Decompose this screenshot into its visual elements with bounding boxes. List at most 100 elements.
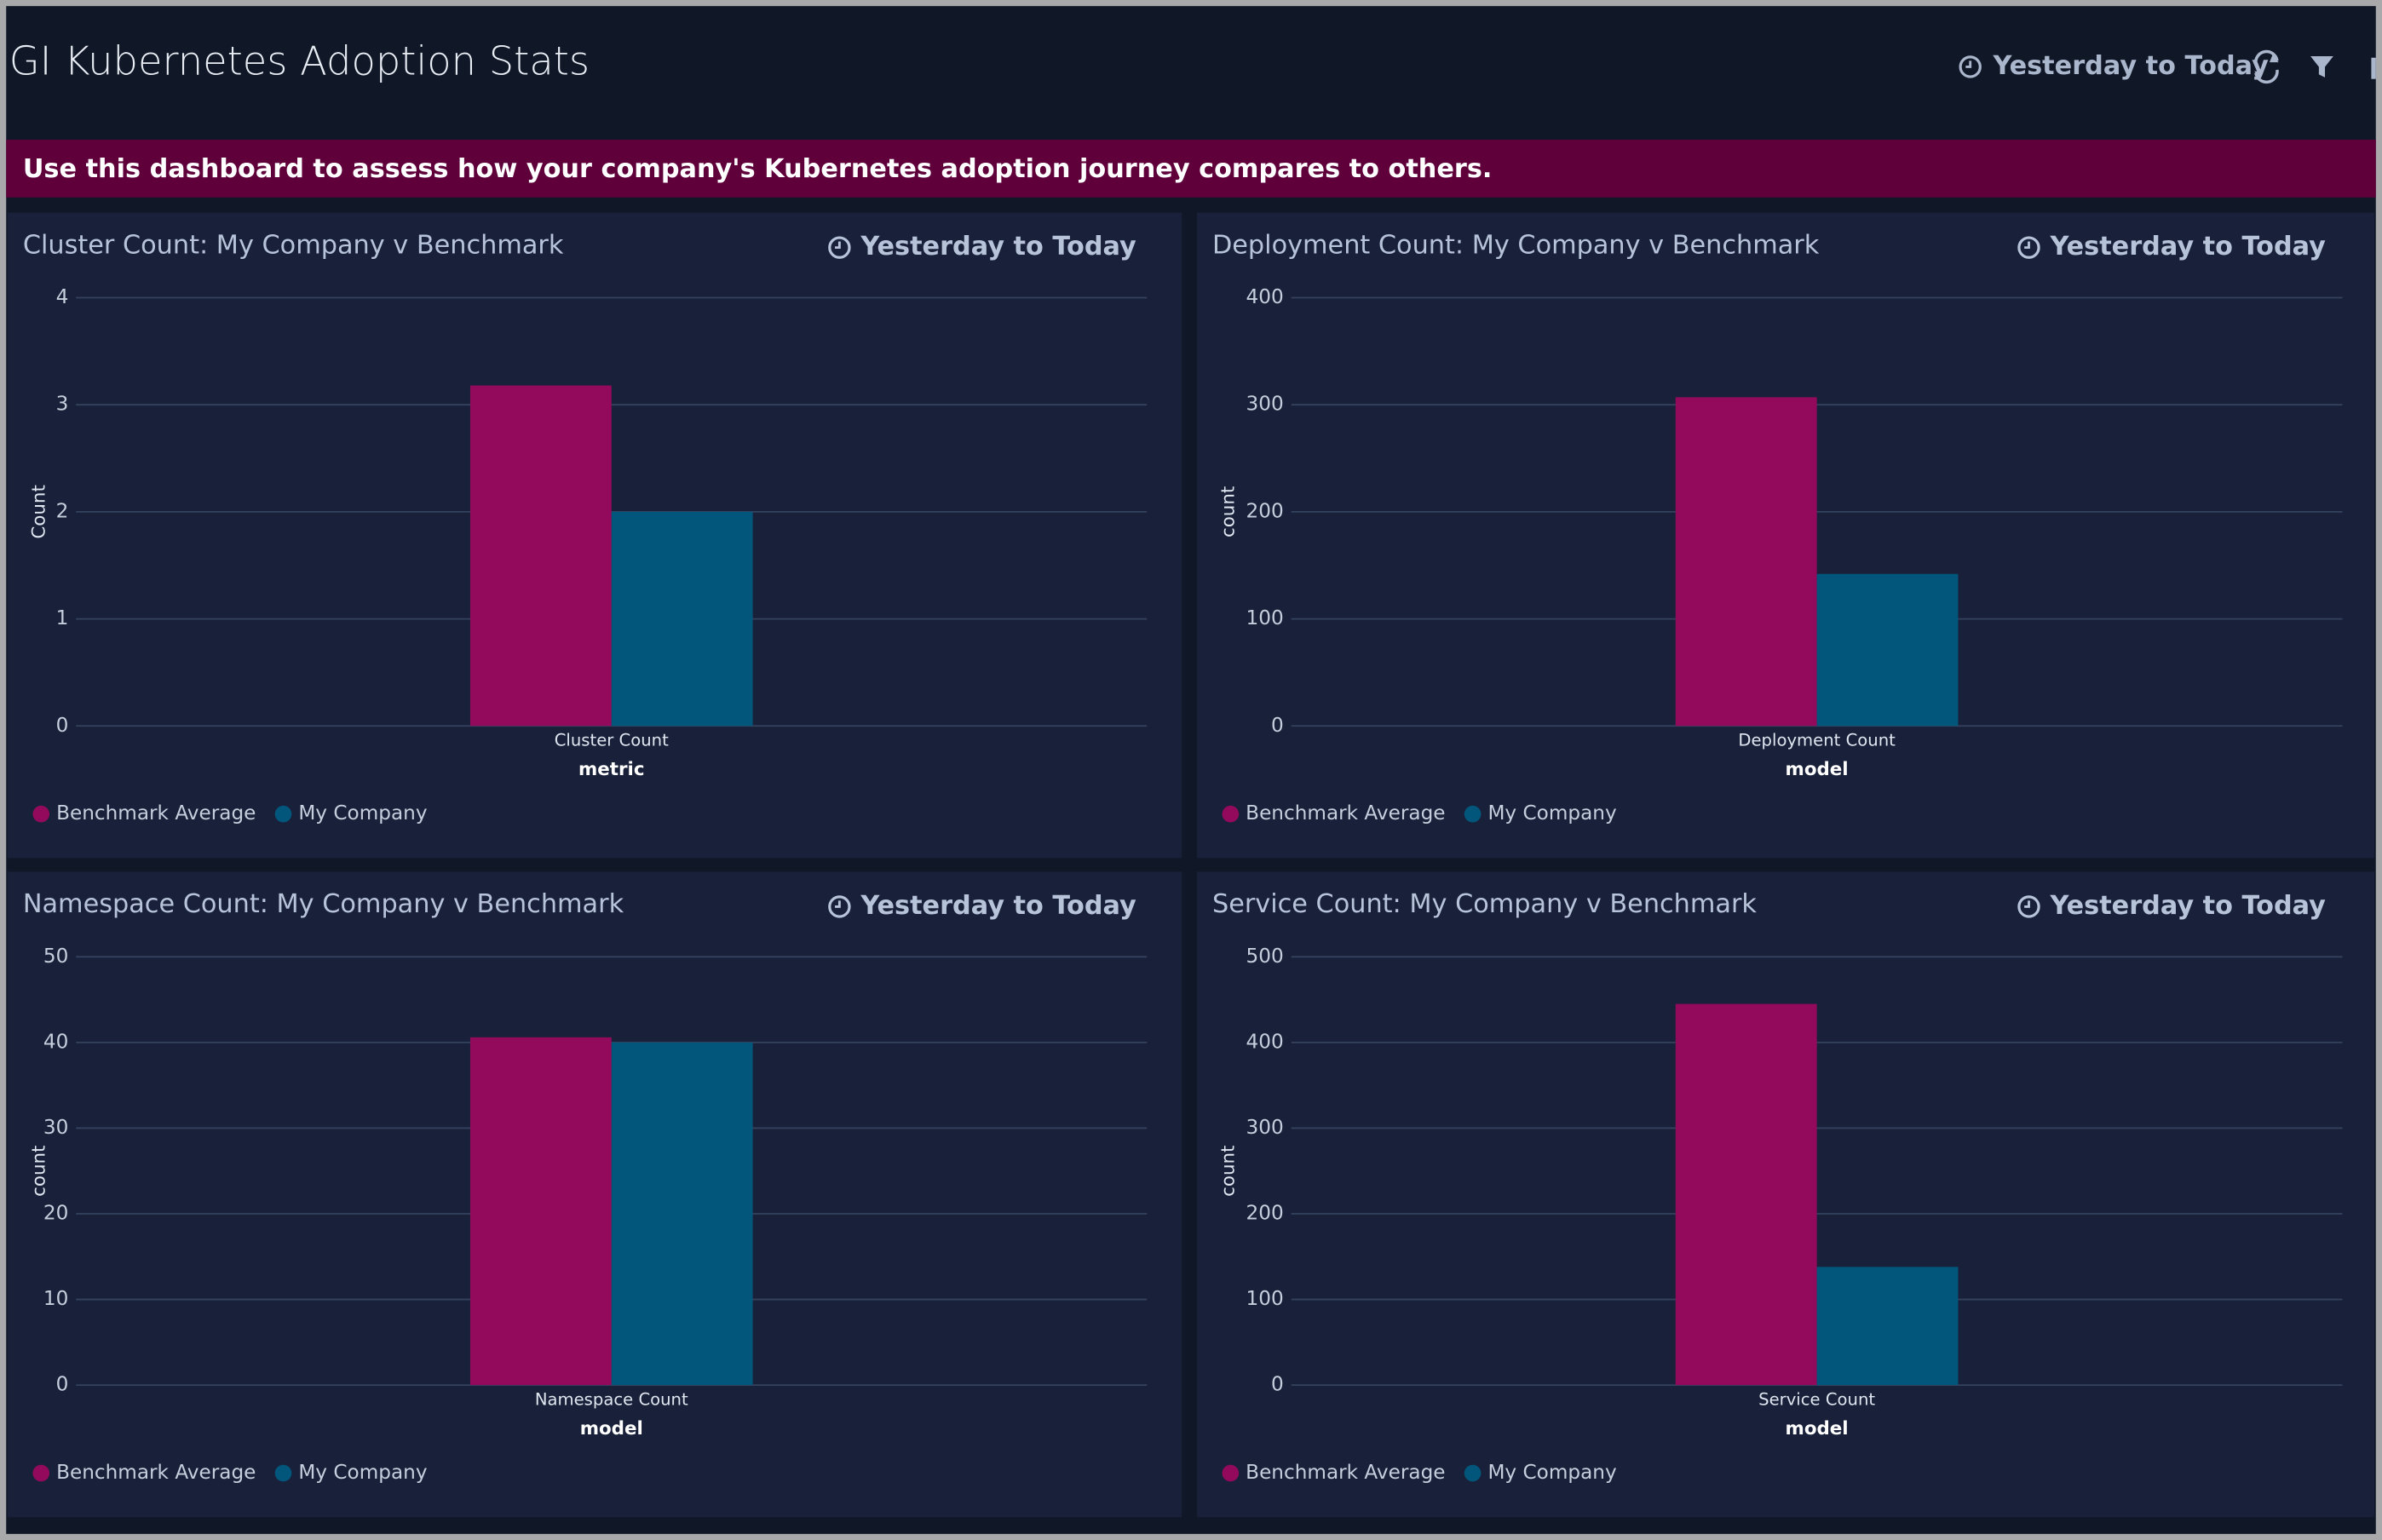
y-tick-label: 3	[56, 393, 69, 416]
legend-swatch	[274, 1464, 292, 1482]
y-tick-label: 200	[1246, 1202, 1284, 1225]
panel: Cluster Count: My Company v Benchmark Yes…	[8, 212, 1182, 859]
legend-label: My Company	[1487, 1461, 1617, 1484]
banner	[6, 140, 2376, 198]
clock-hands	[2024, 900, 2030, 908]
y-axis-label: count	[28, 1146, 49, 1197]
y-tick-label: 400	[1246, 1030, 1284, 1053]
panel-time-range[interactable]: Yesterday to Today	[828, 891, 1136, 921]
legend-label: My Company	[298, 1461, 428, 1484]
clock-icon	[828, 236, 851, 259]
y-tick-label: 300	[1246, 393, 1284, 416]
y-tick-label: 0	[1271, 714, 1284, 737]
legend-item[interactable]: Benchmark Average	[32, 802, 256, 825]
panel-time-range[interactable]: Yesterday to Today	[2017, 891, 2326, 921]
dashboard-title: GI Kubernetes Adoption Stats	[9, 37, 590, 83]
y-tick-label: 0	[56, 714, 69, 737]
y-tick-label: 0	[1271, 1373, 1284, 1396]
legend-item[interactable]: My Company	[1464, 802, 1617, 825]
legend-swatch	[1464, 1464, 1482, 1482]
legend-swatch	[1222, 1464, 1240, 1482]
bar	[1675, 397, 1817, 727]
y-axis-label: Count	[28, 485, 49, 538]
clock-icon	[1959, 55, 1982, 78]
filter-button[interactable]	[2310, 55, 2333, 78]
clock-icon	[828, 895, 851, 918]
y-tick-label: 200	[1246, 499, 1284, 522]
legend-label: Benchmark Average	[56, 1461, 256, 1484]
clock-icon	[2017, 895, 2040, 918]
clock-icon	[2017, 236, 2040, 259]
banner-text: Use this dashboard to assess how your co…	[23, 154, 1493, 184]
time-range[interactable]: Yesterday to Today	[860, 232, 1136, 261]
panel-time-range[interactable]: Yesterday to Today	[2017, 232, 2326, 261]
bar	[611, 511, 753, 727]
more-button[interactable]	[2371, 57, 2376, 79]
legend-label: My Company	[298, 802, 428, 825]
header-time-range[interactable]: Yesterday to Today	[1959, 51, 2269, 81]
refresh-icon	[2254, 49, 2279, 84]
refresh-button[interactable]	[2254, 49, 2279, 84]
legend-label: Benchmark Average	[56, 802, 256, 825]
y-tick-label: 4	[56, 285, 69, 308]
bar	[1816, 573, 1959, 727]
y-tick-label: 0	[56, 1373, 69, 1396]
y-tick-label: 100	[1246, 606, 1284, 629]
panel-title: Cluster Count: My Company v Benchmark	[23, 230, 564, 260]
time-range[interactable]: Yesterday to Today	[860, 891, 1136, 921]
y-axis-label: count	[1218, 486, 1240, 537]
x-axis-label: model	[580, 1418, 643, 1439]
refresh-arrows	[2254, 55, 2279, 79]
legend-swatch	[1464, 805, 1482, 823]
y-tick-label: 300	[1246, 1116, 1284, 1139]
bar	[469, 1037, 612, 1386]
bar	[611, 1042, 753, 1386]
y-tick-label: 100	[1246, 1287, 1284, 1310]
y-tick-label: 400	[1246, 285, 1284, 308]
legend-item[interactable]: Benchmark Average	[1222, 1461, 1446, 1484]
legend-item[interactable]: Benchmark Average	[1222, 802, 1446, 825]
y-tick-label: 10	[43, 1287, 68, 1310]
legend-item[interactable]: My Company	[274, 802, 428, 825]
panel-time-range[interactable]: Yesterday to Today	[828, 232, 1136, 261]
bar	[1816, 1267, 1959, 1386]
y-axis-label: count	[1218, 1146, 1240, 1197]
clock-hands	[835, 900, 841, 908]
legend-swatch	[32, 1464, 50, 1482]
legend-item[interactable]: My Company	[274, 1461, 428, 1484]
time-range[interactable]: Yesterday to Today	[2049, 891, 2326, 921]
legend-label: Benchmark Average	[1246, 1461, 1445, 1484]
legend-label: My Company	[1487, 802, 1617, 825]
bar	[469, 385, 612, 727]
bar	[1675, 1003, 1817, 1386]
y-tick-label: 1	[56, 606, 69, 629]
x-tick-label: Namespace Count	[535, 1389, 688, 1409]
time-range[interactable]: Yesterday to Today	[1992, 51, 2269, 81]
panel-title: Namespace Count: My Company v Benchmark	[23, 889, 624, 919]
panel: Namespace Count: My Company v Benchmark Y…	[8, 871, 1182, 1518]
legend-swatch	[1222, 805, 1240, 823]
y-tick-label: 500	[1246, 945, 1284, 968]
x-axis-label: model	[1786, 1418, 1849, 1439]
time-range[interactable]: Yesterday to Today	[2049, 232, 2326, 261]
x-tick-label: Service Count	[1758, 1389, 1875, 1409]
panel-title: Deployment Count: My Company v Benchmark	[1212, 230, 1820, 260]
panel: Service Count: My Company v Benchmark Yes…	[1197, 871, 2374, 1518]
x-axis-label: metric	[578, 759, 645, 780]
y-tick-label: 30	[43, 1116, 68, 1139]
clock-hands	[2024, 241, 2030, 250]
y-tick-label: 20	[43, 1202, 68, 1225]
legend-label: Benchmark Average	[1246, 802, 1445, 825]
x-axis-label: model	[1786, 759, 1849, 780]
panel-title: Service Count: My Company v Benchmark	[1212, 889, 1757, 919]
legend-swatch	[32, 805, 50, 823]
legend-item[interactable]: Benchmark Average	[32, 1461, 256, 1484]
legend-swatch	[274, 805, 292, 823]
x-tick-label: Deployment Count	[1738, 731, 1896, 750]
y-tick-label: 2	[56, 499, 69, 522]
clock-hands	[1965, 60, 1972, 68]
panel: Deployment Count: My Company v Benchmark…	[1197, 212, 2374, 859]
legend-item[interactable]: My Company	[1464, 1461, 1617, 1484]
